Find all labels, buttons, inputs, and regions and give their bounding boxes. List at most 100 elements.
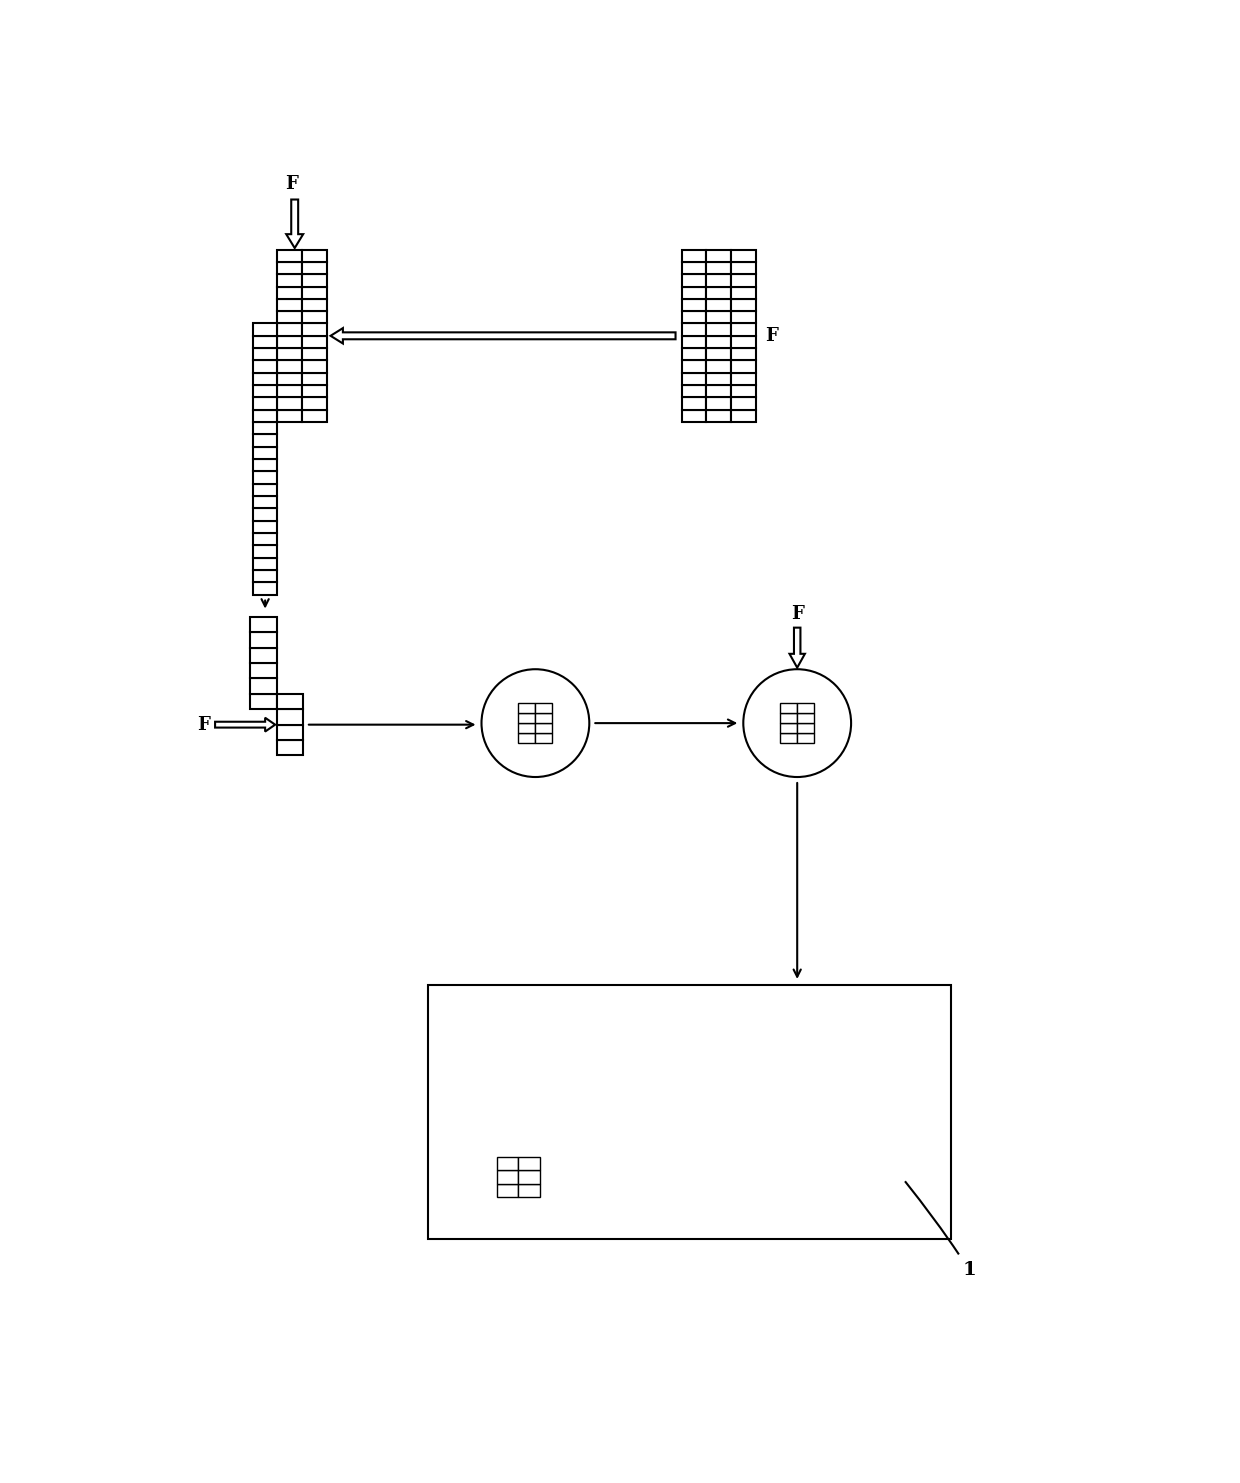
Bar [730,262,755,274]
Bar [253,435,278,446]
Bar [278,397,303,409]
Text: F: F [765,326,777,346]
Bar [518,733,536,743]
Bar [253,532,278,546]
Bar [707,249,730,262]
Bar [707,286,730,300]
Bar [278,249,303,262]
Bar [303,349,326,360]
Bar [730,323,755,335]
Bar [730,249,755,262]
Bar [303,409,326,423]
Bar [497,1183,518,1197]
Bar [536,713,552,724]
Bar [518,1170,541,1183]
Bar [797,713,815,724]
Bar [428,985,951,1238]
Bar [278,335,303,349]
Polygon shape [331,328,676,344]
Bar [253,360,278,372]
Text: F: F [197,716,211,734]
Bar [303,386,326,397]
Bar [730,335,755,349]
Bar [303,335,326,349]
Bar [707,274,730,286]
Circle shape [743,669,851,777]
Bar [682,300,707,311]
Text: F: F [791,605,804,623]
Bar [253,446,278,460]
Bar [278,349,303,360]
Bar [250,632,277,648]
Bar [518,703,536,713]
Bar [682,311,707,323]
Bar [682,286,707,300]
Bar [278,286,303,300]
Polygon shape [286,200,303,248]
Bar [518,713,536,724]
Bar [518,1183,541,1197]
Bar [253,583,278,595]
Bar [780,703,797,713]
Bar [780,724,797,733]
Bar [518,724,536,733]
Bar [797,703,815,713]
Bar [682,262,707,274]
Bar [253,558,278,569]
Bar [536,733,552,743]
Bar [250,694,277,709]
Bar [707,360,730,372]
Bar [278,386,303,397]
Bar [730,300,755,311]
Bar [278,360,303,372]
Bar [253,483,278,495]
Bar [730,360,755,372]
Bar [797,733,815,743]
Bar [303,249,326,262]
Bar [303,300,326,311]
Text: 1: 1 [962,1261,976,1278]
Bar [707,409,730,423]
Bar [707,335,730,349]
Text: F: F [285,175,298,193]
Bar [250,648,277,663]
Bar [278,262,303,274]
Polygon shape [215,718,275,731]
Bar [253,349,278,360]
Bar [497,1170,518,1183]
Bar [253,521,278,532]
Bar [278,274,303,286]
Bar [682,409,707,423]
Bar [707,349,730,360]
Bar [730,386,755,397]
Bar [682,349,707,360]
Bar [518,1157,541,1170]
Bar [278,409,303,423]
Bar [682,335,707,349]
Bar [303,360,326,372]
Bar [277,740,303,755]
Bar [278,323,303,335]
Bar [253,372,278,386]
Bar [277,709,303,725]
Bar [303,274,326,286]
Bar [707,262,730,274]
Bar [730,274,755,286]
Bar [303,286,326,300]
Bar [250,617,277,632]
Bar [253,323,278,335]
Bar [277,694,303,709]
Bar [303,262,326,274]
Bar [303,323,326,335]
Bar [730,286,755,300]
Bar [253,495,278,509]
Bar [277,725,303,740]
Bar [780,733,797,743]
Bar [253,335,278,349]
Bar [682,274,707,286]
Bar [682,372,707,386]
Bar [253,397,278,409]
Bar [707,323,730,335]
Bar [253,546,278,558]
Bar [682,249,707,262]
